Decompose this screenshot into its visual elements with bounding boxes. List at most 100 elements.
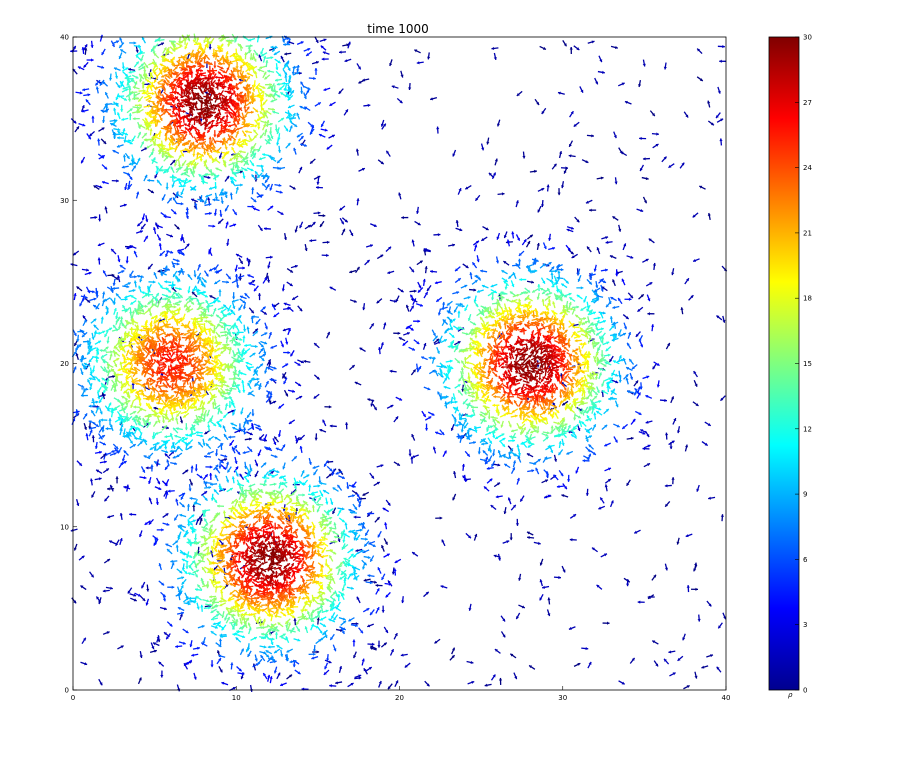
arrow-marker [593, 412, 597, 420]
arrow-marker [562, 329, 568, 336]
arrow-marker [490, 283, 498, 288]
arrow-marker [135, 54, 142, 61]
arrow-marker [184, 423, 188, 431]
arrow-marker [495, 256, 500, 264]
arrow-marker [381, 544, 385, 552]
arrow-marker [275, 70, 282, 77]
arrow-marker [581, 646, 589, 651]
arrow-marker [183, 172, 190, 178]
arrow-marker [255, 318, 261, 325]
arrow-marker [219, 188, 224, 196]
arrow-marker [213, 279, 221, 285]
arrow-marker [211, 137, 217, 144]
arrow-marker [322, 489, 330, 495]
arrow-marker [250, 146, 254, 154]
arrow-marker [170, 461, 178, 466]
arrow-marker [104, 91, 109, 99]
arrow-marker [558, 441, 562, 449]
arrow-marker [105, 327, 113, 332]
arrow-marker [189, 382, 193, 390]
arrow-marker [112, 278, 116, 286]
arrow-marker [213, 130, 217, 138]
arrow-marker [196, 473, 203, 479]
arrow-marker [242, 335, 246, 343]
arrow-marker [623, 577, 631, 583]
arrow-marker [260, 165, 265, 173]
arrow-marker [380, 342, 384, 350]
arrow-marker [175, 544, 179, 552]
arrow-marker [375, 583, 383, 588]
arrow-marker [202, 494, 208, 502]
arrow-marker [341, 217, 349, 223]
arrow-marker [187, 353, 195, 358]
arrow-marker [117, 645, 124, 650]
arrow-marker [170, 134, 176, 142]
arrow-marker [117, 255, 121, 263]
arrow-marker [426, 285, 432, 292]
arrow-marker [119, 37, 124, 45]
arrow-marker [235, 61, 239, 69]
arrow-marker [239, 65, 243, 73]
arrow-marker [298, 166, 303, 174]
arrow-marker [106, 286, 114, 292]
arrow-marker [585, 199, 593, 204]
arrow-marker [118, 52, 123, 60]
arrow-marker [512, 272, 517, 279]
arrow-marker [283, 125, 289, 132]
arrow-marker [575, 466, 580, 474]
arrow-marker [487, 437, 493, 445]
arrow-marker [222, 412, 229, 419]
arrow-marker [260, 309, 268, 316]
arrow-marker [143, 422, 150, 428]
arrow-marker [507, 273, 514, 280]
arrow-marker [319, 220, 325, 228]
arrow-marker [349, 299, 357, 303]
arrow-marker [197, 263, 201, 271]
arrow-marker [94, 441, 98, 450]
arrow-marker [365, 244, 374, 248]
arrow-marker [609, 500, 614, 508]
arrow-marker [304, 89, 310, 97]
arrow-marker [280, 340, 284, 348]
arrow-marker [600, 350, 604, 358]
arrow-marker [147, 452, 154, 459]
arrow-marker [511, 408, 519, 414]
arrow-marker [154, 85, 162, 90]
arrow-marker [159, 606, 167, 611]
arrow-marker [533, 541, 541, 545]
arrow-marker [497, 553, 502, 561]
arrow-marker [170, 208, 177, 215]
arrow-marker [94, 450, 103, 454]
arrow-marker [383, 538, 389, 545]
arrow-marker [228, 142, 236, 146]
arrow-marker [148, 497, 153, 505]
arrow-marker [550, 272, 554, 280]
arrow-marker [210, 608, 217, 614]
arrow-marker [522, 151, 526, 159]
arrow-marker [409, 289, 417, 293]
arrow-marker [644, 430, 650, 438]
arrow-marker [679, 162, 685, 169]
arrow-marker [593, 264, 597, 272]
arrow-marker [174, 434, 182, 439]
arrow-marker [287, 306, 294, 312]
arrow-marker [97, 138, 101, 146]
arrow-marker [238, 553, 242, 561]
arrow-marker [165, 478, 170, 486]
arrow-marker [567, 474, 571, 482]
arrow-marker [286, 648, 294, 653]
arrow-marker [73, 293, 77, 301]
arrow-marker [652, 143, 659, 149]
arrow-marker [286, 281, 293, 287]
arrow-marker [129, 443, 137, 449]
arrow-marker [636, 208, 644, 213]
arrow-marker [283, 233, 288, 241]
arrow-marker [187, 397, 195, 401]
arrow-marker [149, 128, 153, 136]
arrow-marker [626, 255, 634, 259]
arrow-marker [318, 214, 326, 218]
arrow-marker [401, 596, 405, 604]
arrow-marker [228, 162, 236, 166]
arrow-marker [107, 514, 115, 519]
arrow-marker [614, 177, 618, 185]
